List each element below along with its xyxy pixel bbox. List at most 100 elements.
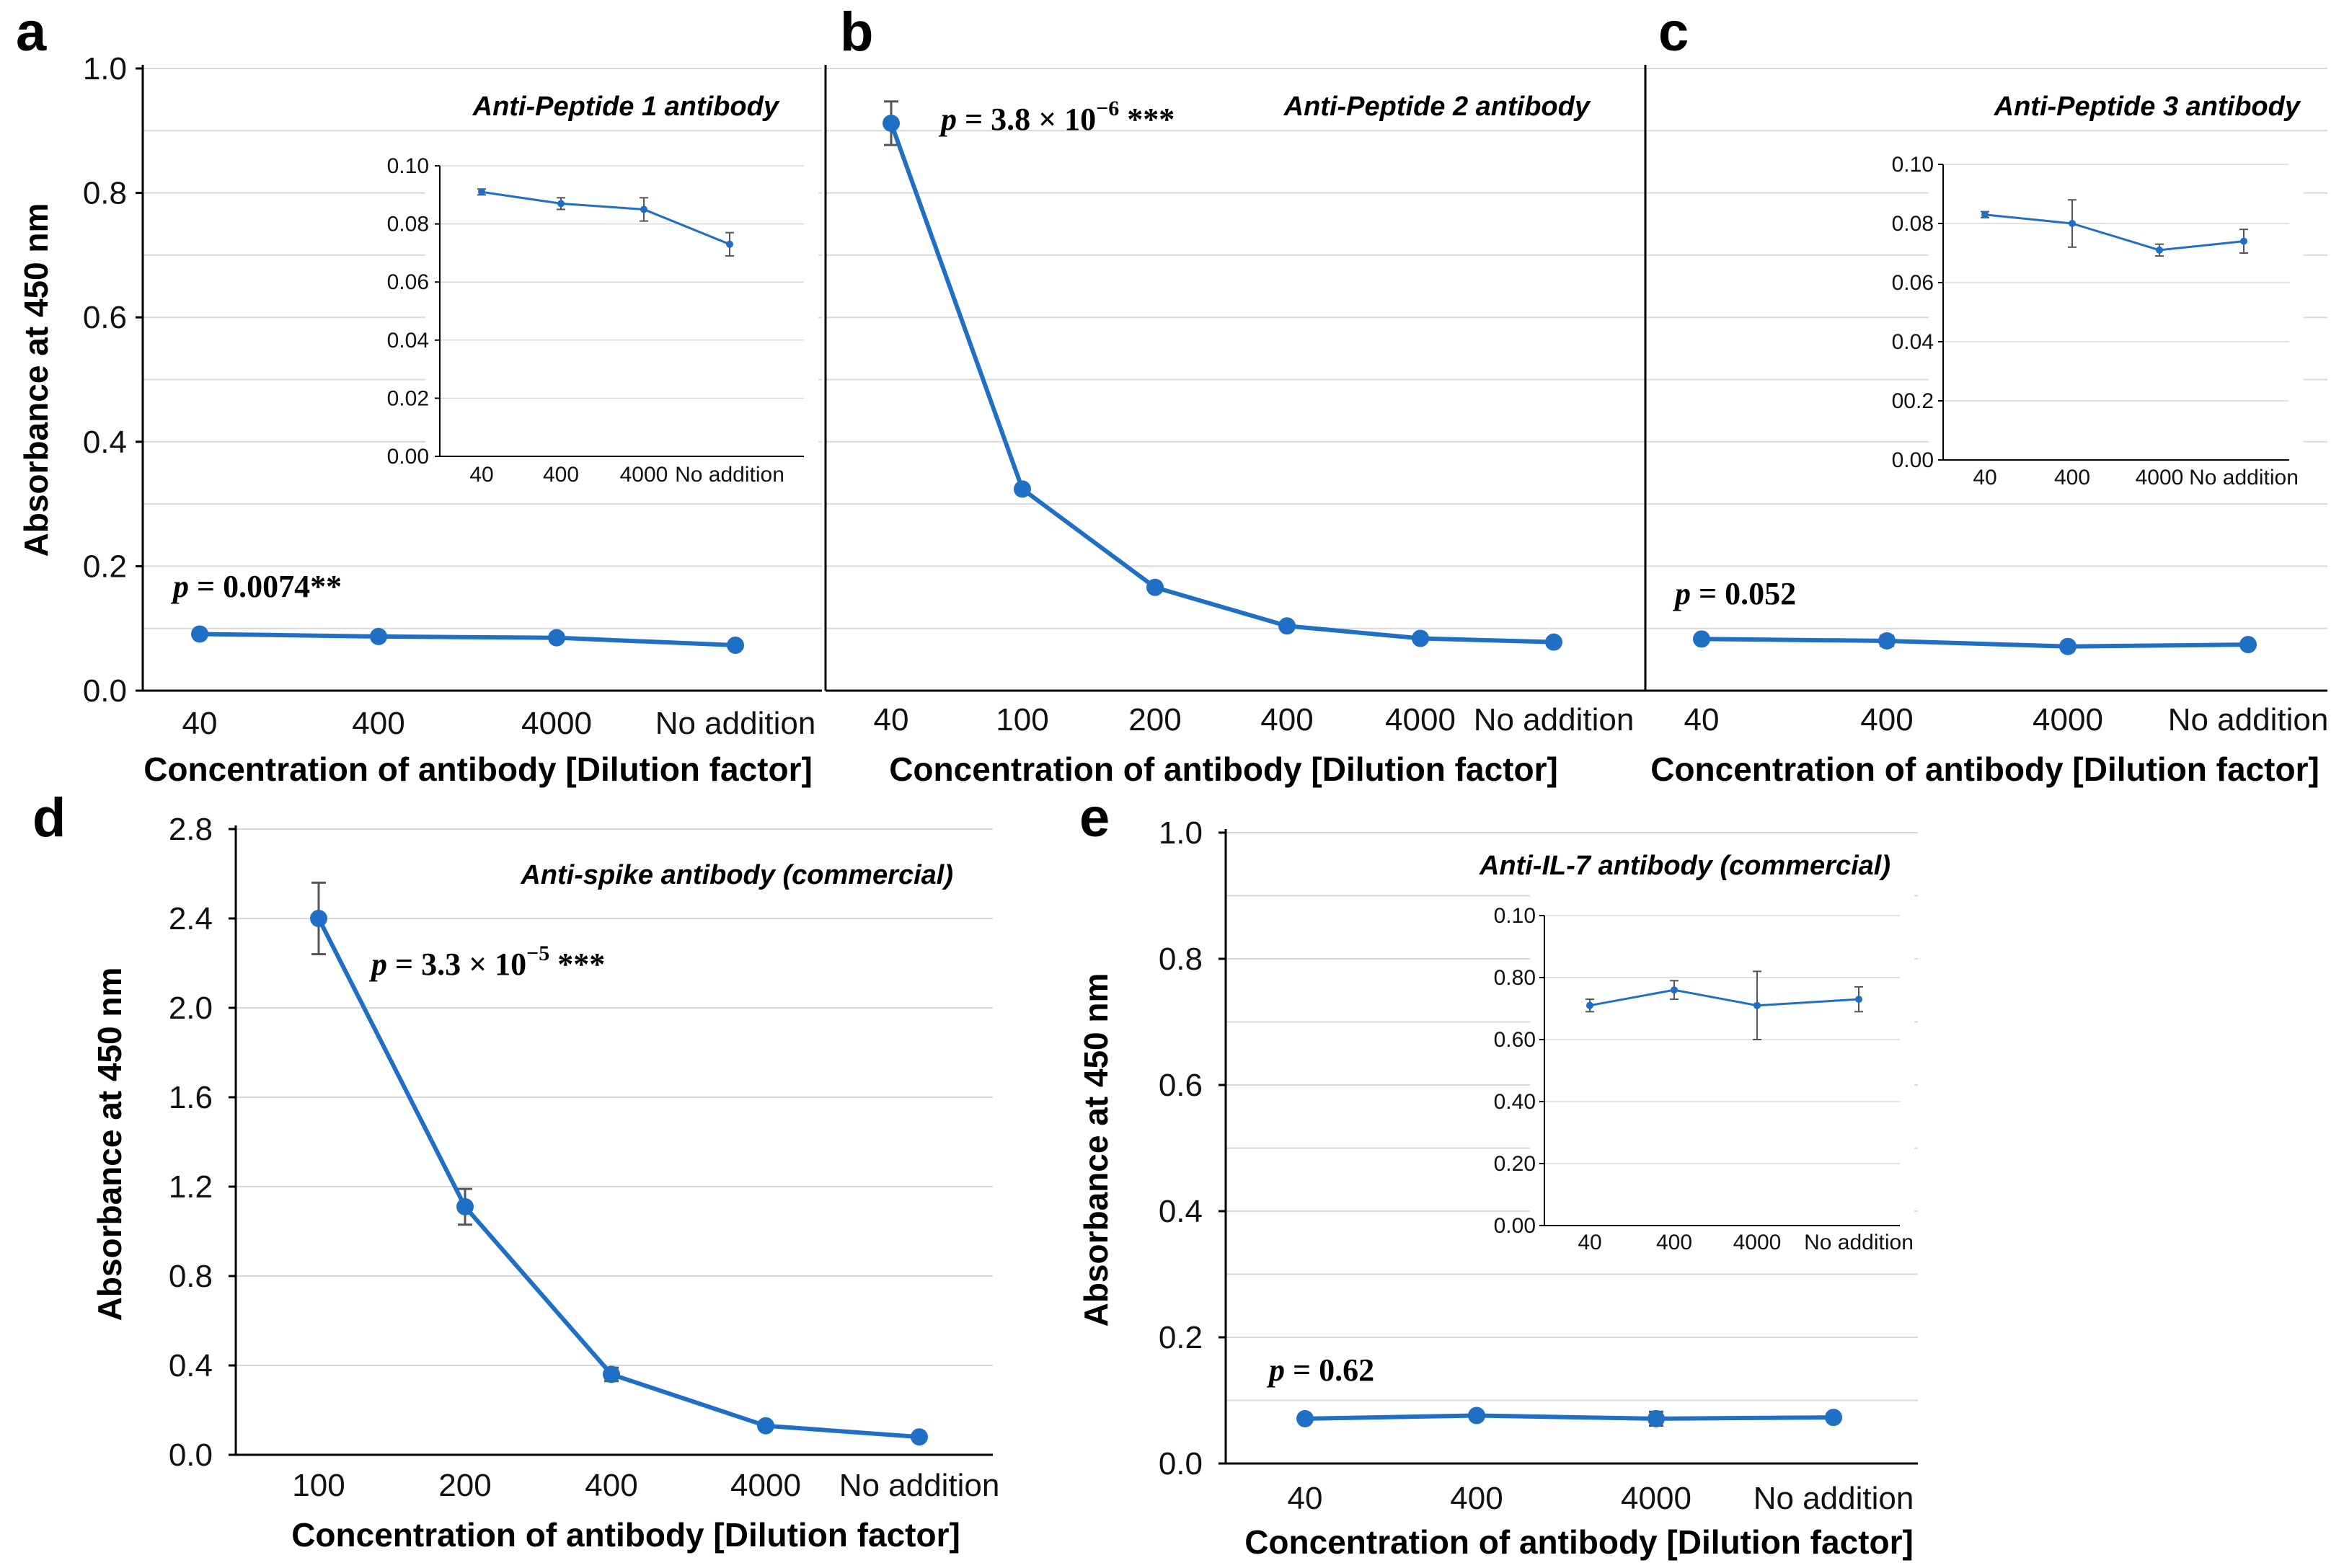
main-data-point bbox=[1648, 1409, 1665, 1427]
panel-letter: c bbox=[1658, 1, 1689, 63]
inset-y-tick-label: 0.08 bbox=[1892, 212, 1934, 236]
inset-y-tick-label: 0.40 bbox=[1494, 1090, 1536, 1114]
inset-y-tick-label: 0.02 bbox=[387, 386, 429, 410]
x-tick-label: No addition bbox=[1753, 1481, 1914, 1516]
inset-y-tick-label: 0.06 bbox=[1892, 271, 1934, 295]
main-data-point bbox=[1278, 617, 1296, 635]
chart-title: Anti-Peptide 1 antibody bbox=[472, 92, 780, 122]
main-series-line bbox=[889, 122, 1554, 645]
panel-letter: e bbox=[1079, 787, 1110, 849]
inset-y-tick-label: 0.20 bbox=[1494, 1152, 1536, 1176]
x-tick-label: 4000 bbox=[521, 706, 592, 741]
main-data-point bbox=[1412, 629, 1429, 647]
p-value-symbol: p bbox=[170, 569, 189, 604]
inset-y-tick-label: 0.10 bbox=[1892, 153, 1934, 177]
inset-background bbox=[425, 144, 818, 492]
inset-x-tick-label: 40 bbox=[469, 463, 493, 487]
y-tick-label: 0.4 bbox=[83, 425, 127, 460]
inset-data-point bbox=[1981, 211, 1989, 218]
p-value-stars: *** bbox=[549, 947, 605, 982]
y-tick-label: 1.0 bbox=[1159, 815, 1203, 851]
y-tick-label: 1.2 bbox=[169, 1169, 213, 1205]
inset-chart: 0.00 0.20 0.40 0.60 0.80 0.10 40 400 4000 No addi… bbox=[1494, 894, 1914, 1262]
p-value-text: = 3.8 × 10 bbox=[957, 102, 1096, 137]
p-value-stars: *** bbox=[1119, 102, 1175, 137]
main-data-point bbox=[548, 629, 565, 647]
inset-x-tick-label: 400 bbox=[543, 463, 579, 487]
x-axis-title: Concentration of antibody [Dilution fact… bbox=[291, 1516, 960, 1554]
x-axis-title: Concentration of antibody [Dilution fact… bbox=[889, 750, 1558, 788]
chart-title: Anti-Peptide 3 antibody bbox=[1994, 92, 2301, 122]
x-tick-label: No addition bbox=[1474, 702, 1635, 738]
p-value-symbol: p bbox=[1266, 1352, 1285, 1388]
inset-series-line bbox=[1589, 988, 1859, 1007]
inset-data-point bbox=[1586, 1001, 1593, 1009]
main-series-line bbox=[199, 632, 736, 647]
chart-panel-e: e 0.0 0.2 0.4 0.6 0.8 1.0 40 400 4000 No addition C… bbox=[1077, 787, 1918, 1561]
inset-x-tick-label: No addition bbox=[675, 463, 784, 487]
main-data-point bbox=[603, 1365, 620, 1383]
p-value-annotation: p = 0.0074** bbox=[170, 569, 342, 604]
x-tick-label: 40 bbox=[182, 706, 218, 741]
y-axis-title: Absorbance at 450 nm bbox=[17, 203, 55, 557]
inset-x-tick-label: No addition bbox=[1804, 1231, 1914, 1254]
x-tick-label: 200 bbox=[1128, 702, 1181, 738]
main-data-point bbox=[1014, 480, 1031, 498]
y-tick-label: 0.0 bbox=[1159, 1446, 1203, 1481]
p-value-annotation: p = 3.3 × 10−5 *** bbox=[368, 942, 605, 982]
inset-x-tick-label: 4000 bbox=[1733, 1231, 1782, 1254]
main-data-point bbox=[1146, 578, 1164, 596]
chart-panel-d: d 0.0 0.4 0.8 1.2 1.6 2.0 2.4 2.8 100 200 400 4000 No… bbox=[32, 787, 999, 1554]
x-axis-title: Concentration of antibody [Dilution fact… bbox=[1650, 750, 2319, 788]
y-tick-label: 0.6 bbox=[1159, 1068, 1203, 1103]
chart-panel-b: b 40 100 200 400 4000 No addition Concentration… bbox=[824, 1, 1645, 788]
inset-data-point bbox=[640, 205, 647, 213]
inset-data-point bbox=[2240, 237, 2247, 245]
y-tick-label: 0.8 bbox=[1159, 942, 1203, 977]
x-axis-title: Concentration of antibody [Dilution fact… bbox=[143, 750, 813, 788]
y-tick-label: 2.4 bbox=[169, 901, 213, 936]
y-tick-label: 2.0 bbox=[169, 991, 213, 1026]
inset-data-point bbox=[557, 200, 565, 208]
p-value-annotation: p = 3.8 × 10−6 *** bbox=[938, 97, 1175, 137]
inset-chart: 0.00 0.02 0.04 0.06 0.08 0.10 40 400 4000 No addi… bbox=[387, 144, 818, 492]
p-value-symbol: p bbox=[368, 947, 387, 982]
p-value-exponent: −6 bbox=[1096, 97, 1119, 120]
inset-data-point bbox=[1753, 1001, 1761, 1009]
p-value-text: = 3.3 × 10 bbox=[387, 947, 526, 982]
inset-data-point bbox=[2156, 246, 2163, 254]
inset-y-tick-label: 0.60 bbox=[1494, 1028, 1536, 1052]
y-tick-label: 1.0 bbox=[83, 51, 127, 87]
x-tick-label: 4000 bbox=[1621, 1481, 1691, 1516]
main-data-point bbox=[1296, 1409, 1314, 1427]
x-tick-label: 40 bbox=[1288, 1481, 1323, 1516]
inset-data-point bbox=[2069, 220, 2076, 227]
inset-x-tick-label: 400 bbox=[1656, 1231, 1692, 1254]
x-tick-label: 40 bbox=[874, 702, 909, 738]
main-data-point bbox=[191, 625, 208, 643]
x-tick-label: 100 bbox=[996, 702, 1048, 738]
y-tick-label: 0.0 bbox=[169, 1438, 213, 1473]
inset-series-line bbox=[481, 190, 730, 246]
p-value-text: = 0.0074** bbox=[189, 569, 342, 604]
chart-title: Anti-Peptide 2 antibody bbox=[1283, 92, 1591, 122]
inset-y-tick-label: 0.04 bbox=[387, 329, 429, 353]
y-tick-label: 0.6 bbox=[83, 300, 127, 335]
y-tick-label: 0.4 bbox=[1159, 1194, 1203, 1229]
y-tick-label: 0.2 bbox=[1159, 1320, 1203, 1355]
inset-x-tick-label: 4000 bbox=[2136, 466, 2184, 490]
inset-x-tick-label: 40 bbox=[1973, 466, 1996, 490]
inset-data-point bbox=[1855, 996, 1862, 1004]
main-series-line bbox=[1304, 1413, 1834, 1421]
chart-title: Anti-spike antibody (commercial) bbox=[520, 860, 953, 890]
p-value-text: = 0.052 bbox=[1691, 576, 1796, 611]
y-tick-label: 2.8 bbox=[169, 812, 213, 847]
x-tick-label: No addition bbox=[2168, 702, 2329, 738]
inset-data-point bbox=[726, 240, 733, 248]
main-data-point bbox=[1545, 633, 1562, 651]
x-tick-label: 400 bbox=[585, 1468, 637, 1503]
main-data-point bbox=[757, 1417, 774, 1435]
inset-y-tick-label: 0.06 bbox=[387, 270, 429, 294]
inset-background bbox=[1530, 894, 1914, 1262]
p-value-annotation: p = 0.052 bbox=[1672, 576, 1796, 611]
